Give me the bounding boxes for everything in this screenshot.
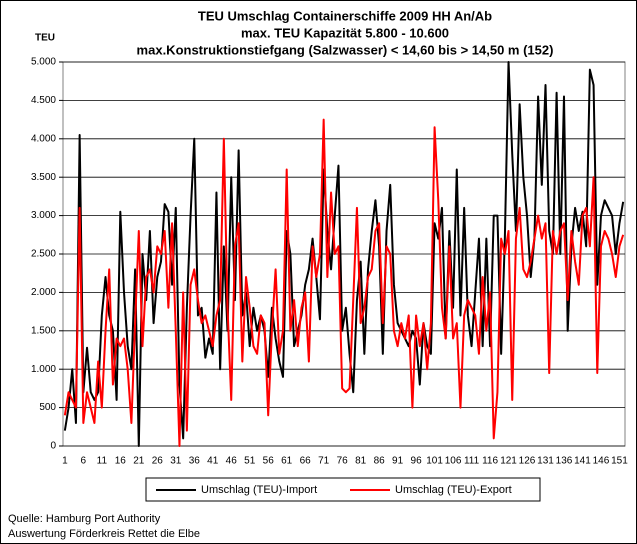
- x-tick-label: 101: [426, 456, 443, 467]
- x-tick-label: 121: [500, 456, 517, 467]
- x-tick-label: 21: [133, 456, 145, 467]
- x-tick-label: 66: [300, 456, 312, 467]
- y-tick-label: 4.500: [31, 95, 56, 106]
- x-tick-label: 76: [337, 456, 349, 467]
- y-tick-label: 5.000: [31, 57, 56, 68]
- x-tick-label: 111: [464, 456, 480, 467]
- y-tick-label: 0: [50, 441, 56, 452]
- x-tick-label: 116: [482, 456, 498, 467]
- x-tick-label: 141: [574, 456, 591, 467]
- y-tick-label: 3.000: [31, 210, 56, 221]
- chart-subtitle: max.Konstruktionstiefgang (Salzwasser) <…: [137, 42, 554, 57]
- y-axis-label: TEU: [35, 33, 55, 44]
- x-tick-label: 106: [445, 456, 462, 467]
- legend-label: Umschlag (TEU)-Export: [395, 484, 512, 496]
- x-tick-label: 51: [244, 456, 256, 467]
- x-tick-label: 126: [519, 456, 536, 467]
- x-tick-label: 56: [263, 456, 275, 467]
- x-tick-label: 81: [355, 456, 367, 467]
- y-tick-label: 4.000: [31, 133, 56, 144]
- y-tick-label: 1.500: [31, 325, 56, 336]
- x-tick-label: 26: [152, 456, 164, 467]
- x-tick-label: 41: [207, 456, 219, 467]
- legend-label: Umschlag (TEU)-Import: [201, 484, 317, 496]
- y-tick-label: 3.500: [31, 172, 56, 183]
- x-tick-label: 131: [537, 456, 554, 467]
- x-tick-label: 1: [62, 456, 68, 467]
- x-tick-label: 11: [97, 456, 108, 467]
- y-tick-label: 1.000: [31, 364, 56, 375]
- series-line: [63, 118, 625, 447]
- x-tick-label: 16: [115, 456, 127, 467]
- chart-title: TEU Umschlag Containerschiffe 2009 HH An…: [198, 8, 492, 23]
- x-tick-label: 31: [170, 456, 182, 467]
- x-tick-label: 91: [392, 456, 404, 467]
- x-tick-label: 61: [281, 456, 293, 467]
- chart-subtitle: max. TEU Kapazität 5.800 - 10.600: [241, 25, 449, 40]
- legend: [145, 477, 541, 502]
- x-tick-label: 46: [226, 456, 238, 467]
- y-tick-label: 2.000: [31, 287, 56, 298]
- x-tick-label: 96: [411, 456, 423, 467]
- source: Quelle: Hamburg Port Authority: [8, 513, 161, 525]
- y-tick-label: 500: [39, 402, 56, 413]
- x-tick-label: 146: [593, 456, 610, 467]
- y-tick-label: 2.500: [31, 249, 56, 260]
- source: Auswertung Förderkreis Rettet die Elbe: [8, 528, 200, 540]
- x-tick-label: 6: [81, 456, 87, 467]
- x-tick-label: 71: [318, 456, 330, 467]
- x-tick-label: 86: [374, 456, 386, 467]
- x-tick-label: 151: [611, 456, 628, 467]
- x-tick-label: 136: [556, 456, 573, 467]
- x-tick-label: 36: [189, 456, 201, 467]
